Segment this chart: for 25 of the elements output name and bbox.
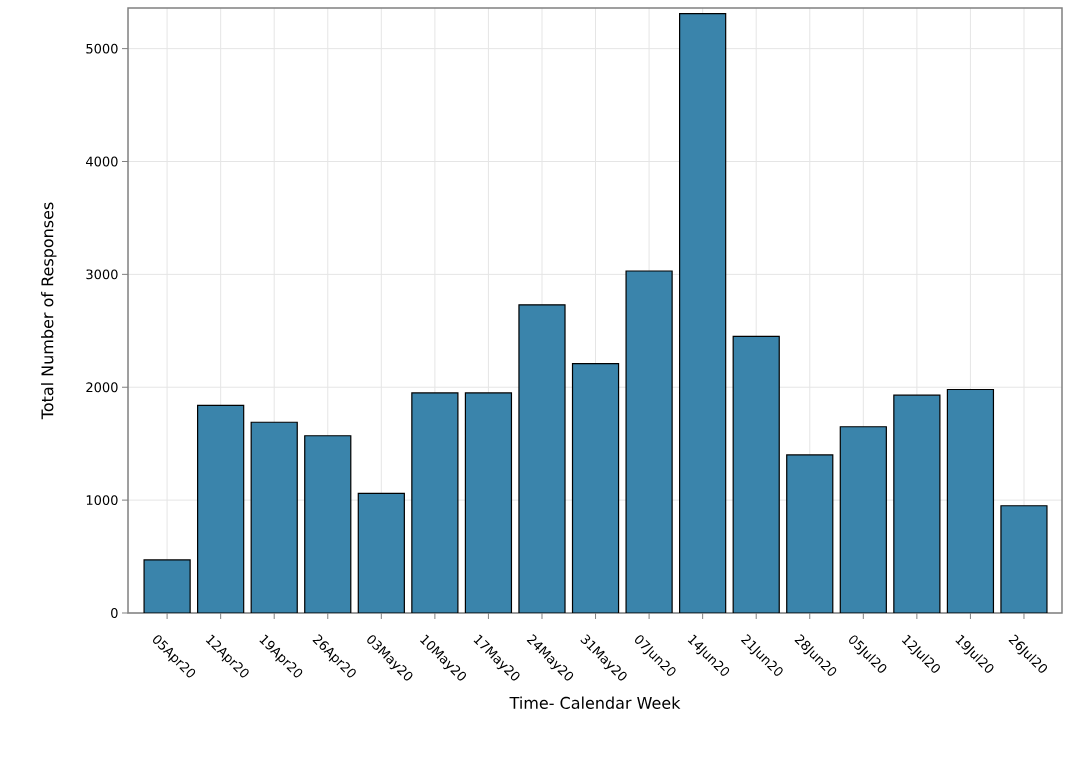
y-tick-label: 2000 [86,382,118,393]
bar [518,304,566,613]
bar [893,395,940,613]
bar [465,392,512,613]
y-tick-label: 4000 [86,156,118,167]
bar [1000,505,1048,613]
y-axis-title: Total Number of Responses [41,202,57,420]
bar [251,422,298,613]
bar [411,392,458,613]
y-tick-label: 0 [111,608,118,618]
bar [304,435,351,613]
bar [626,270,673,613]
bar [733,336,780,613]
y-tick-label: 5000 [86,43,118,54]
x-axis-title: Time- Calendar Week [509,696,681,709]
bar [679,13,726,613]
bar [572,363,619,613]
bar [144,559,191,613]
y-tick-label: 1000 [86,495,118,506]
bar [786,454,833,613]
bar [358,493,405,613]
bar [840,426,887,613]
y-tick-label: 3000 [86,269,118,280]
bar [197,405,244,613]
bar [947,389,994,613]
